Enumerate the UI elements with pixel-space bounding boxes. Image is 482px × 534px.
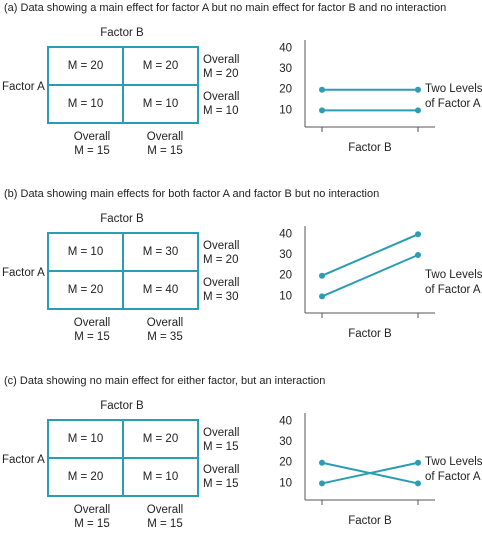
column-mean: Overall	[147, 131, 183, 143]
cell-mean: M = 10	[143, 471, 178, 483]
cell-mean: M = 10	[143, 98, 178, 110]
caption: (c) Data showing no main effect for eith…	[4, 375, 325, 387]
caption: (a) Data showing a main effect for facto…	[4, 2, 446, 14]
column-header: Factor B	[100, 400, 144, 412]
data-point	[319, 293, 325, 300]
cell-mean: M = 30	[143, 246, 178, 258]
data-point	[319, 480, 325, 487]
row-mean: M = 20	[203, 68, 238, 80]
y-tick-label: 20	[279, 457, 292, 469]
x-axis-label: Factor B	[348, 328, 392, 340]
data-point	[319, 272, 325, 279]
annotation: of Factor A	[425, 471, 481, 483]
data-point	[415, 252, 421, 258]
cell-mean: M = 20	[68, 284, 103, 296]
cell-mean: M = 40	[143, 284, 178, 296]
column-header: Factor B	[100, 27, 144, 39]
y-tick-label: 20	[279, 270, 292, 282]
column-mean: M = 15	[147, 145, 182, 157]
row-mean: Overall	[203, 54, 239, 66]
annotation: Two Levels	[425, 269, 482, 281]
row-mean: M = 20	[203, 254, 238, 266]
column-mean: Overall	[147, 317, 183, 329]
column-mean: M = 15	[74, 518, 109, 530]
y-tick-label: 40	[279, 228, 292, 240]
annotation: Two Levels	[425, 83, 482, 95]
series-line	[321, 254, 419, 298]
y-tick-label: 30	[279, 63, 292, 75]
series-line	[321, 461, 419, 485]
y-tick-label: 30	[279, 436, 292, 448]
row-mean: Overall	[203, 427, 239, 439]
column-mean: Overall	[74, 317, 110, 329]
column-mean: Overall	[147, 504, 183, 516]
column-mean: M = 15	[74, 331, 109, 343]
y-tick-label: 10	[279, 290, 292, 302]
row-mean: M = 15	[203, 478, 238, 490]
row-mean: M = 15	[203, 441, 238, 453]
data-point	[319, 86, 325, 93]
row-mean: Overall	[203, 240, 239, 252]
cell-mean: M = 20	[68, 60, 103, 72]
cell-mean: M = 20	[68, 471, 103, 483]
row-mean: Overall	[203, 464, 239, 476]
data-point	[319, 459, 325, 466]
y-tick-label: 40	[279, 42, 292, 54]
cell-mean: M = 10	[68, 433, 103, 445]
row-mean: Overall	[203, 277, 239, 289]
column-mean: M = 35	[147, 331, 182, 343]
row-mean: M = 30	[203, 291, 238, 303]
series-line	[321, 233, 419, 277]
x-axis-label: Factor B	[348, 515, 392, 527]
row-mean: M = 10	[203, 105, 238, 117]
data-point	[319, 107, 325, 114]
panel: (a) Data showing a main effect for facto…	[2, 2, 482, 157]
caption: (b) Data showing main effects for both f…	[4, 188, 379, 200]
row-mean: Overall	[203, 91, 239, 103]
y-tick-label: 40	[279, 415, 292, 427]
row-header: Factor A	[2, 267, 45, 279]
column-mean: Overall	[74, 504, 110, 516]
data-point	[415, 231, 421, 238]
row-header: Factor A	[2, 454, 45, 466]
x-axis-label: Factor B	[348, 142, 392, 154]
annotation: of Factor A	[425, 284, 481, 296]
column-mean: M = 15	[74, 145, 109, 157]
y-tick-label: 20	[279, 84, 292, 96]
data-point	[415, 107, 421, 114]
column-header: Factor B	[100, 213, 144, 225]
data-point	[415, 459, 421, 466]
data-point	[415, 86, 421, 93]
cell-mean: M = 20	[143, 60, 178, 72]
cell-mean: M = 10	[68, 98, 103, 110]
annotation: Two Levels	[425, 456, 482, 468]
column-mean: M = 15	[147, 518, 182, 530]
panel: (b) Data showing main effects for both f…	[2, 188, 482, 343]
panel: (c) Data showing no main effect for eith…	[2, 375, 482, 530]
annotation: of Factor A	[425, 98, 481, 110]
y-tick-label: 10	[279, 104, 292, 116]
row-header: Factor A	[2, 81, 45, 93]
y-tick-label: 30	[279, 249, 292, 261]
column-mean: Overall	[74, 131, 110, 143]
cell-mean: M = 20	[143, 433, 178, 445]
cell-mean: M = 10	[68, 246, 103, 258]
y-tick-label: 10	[279, 477, 292, 489]
data-point	[415, 480, 421, 487]
